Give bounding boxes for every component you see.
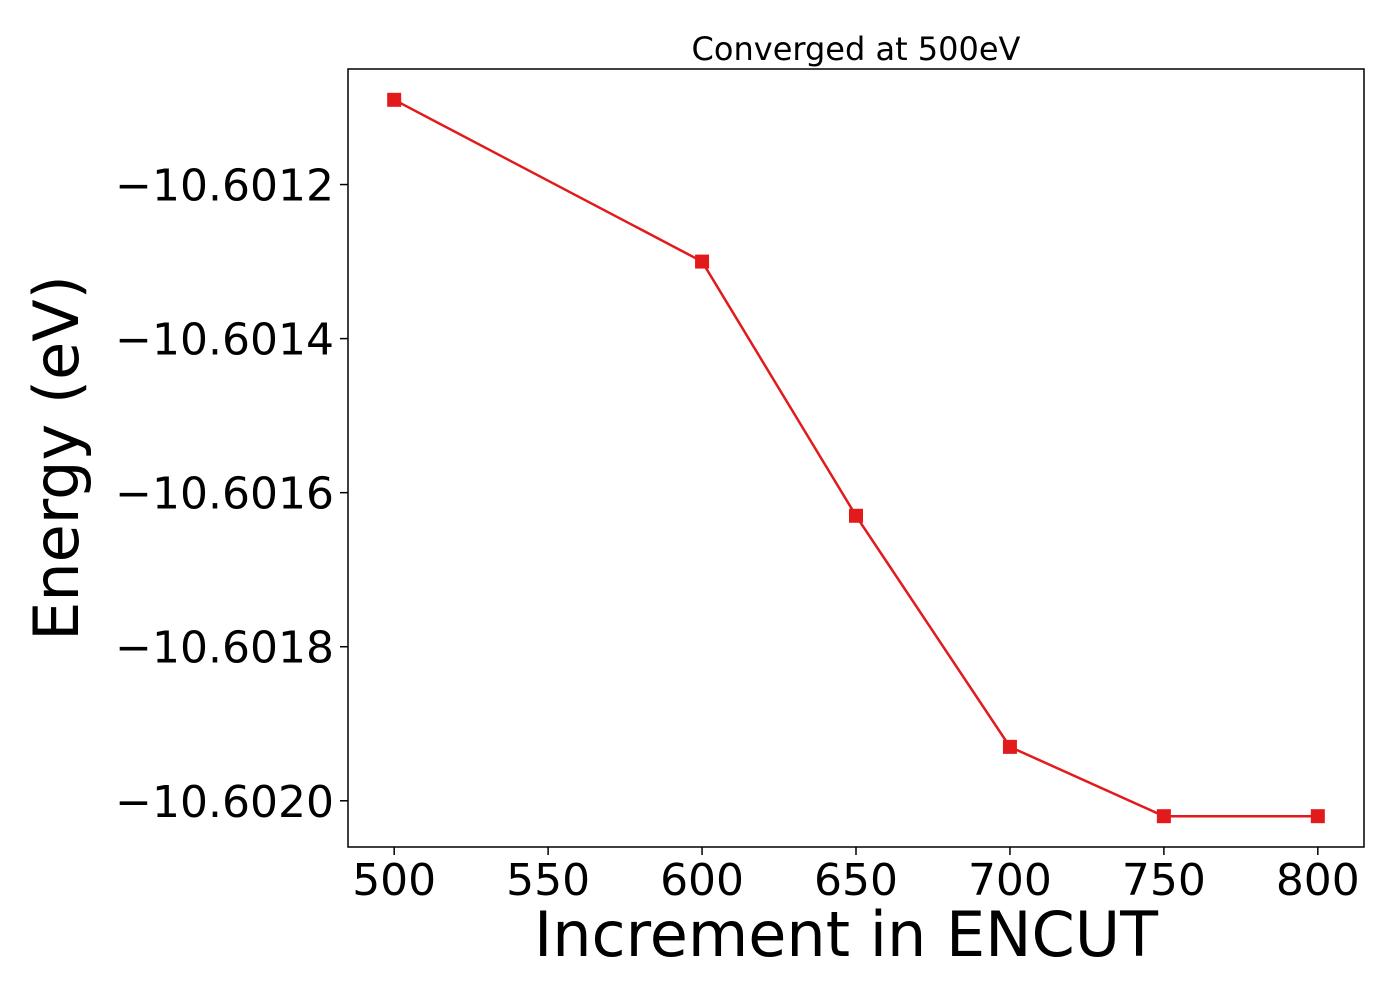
series-layer [387,92,1325,824]
x-tick-label: 700 [968,855,1052,906]
y-axis-label: Energy (eV) [20,275,93,641]
y-tick-label: −10.6020 [115,777,334,828]
data-point [695,254,710,269]
y-tick-label: −10.6014 [115,315,334,366]
x-tick-label: 500 [352,855,436,906]
x-tick-label: 600 [660,855,744,906]
x-axis-label: Increment in ENCUT [534,898,1159,971]
y-tick-label: −10.6016 [115,469,334,520]
data-point [1310,809,1325,824]
chart-title: Converged at 500eV [692,30,1021,68]
data-point [849,508,863,523]
x-tick-label: 750 [1122,855,1206,906]
x-tick-label: 800 [1276,855,1360,906]
series-line [393,98,1318,818]
data-point [387,92,402,107]
data-point [1002,739,1017,754]
y-tick-label: −10.6018 [115,623,334,674]
data-point [1156,809,1171,824]
y-axis-ticks: −10.6012 −10.6014 −10.6016 −10.6018 −10.6020 [115,161,348,828]
y-tick-label: −10.6012 [115,161,334,212]
x-tick-label: 650 [814,855,898,906]
plot-area [347,68,1365,848]
x-tick-label: 550 [506,855,590,906]
x-axis-ticks: 500 550 600 650 700 750 800 [352,847,1360,906]
